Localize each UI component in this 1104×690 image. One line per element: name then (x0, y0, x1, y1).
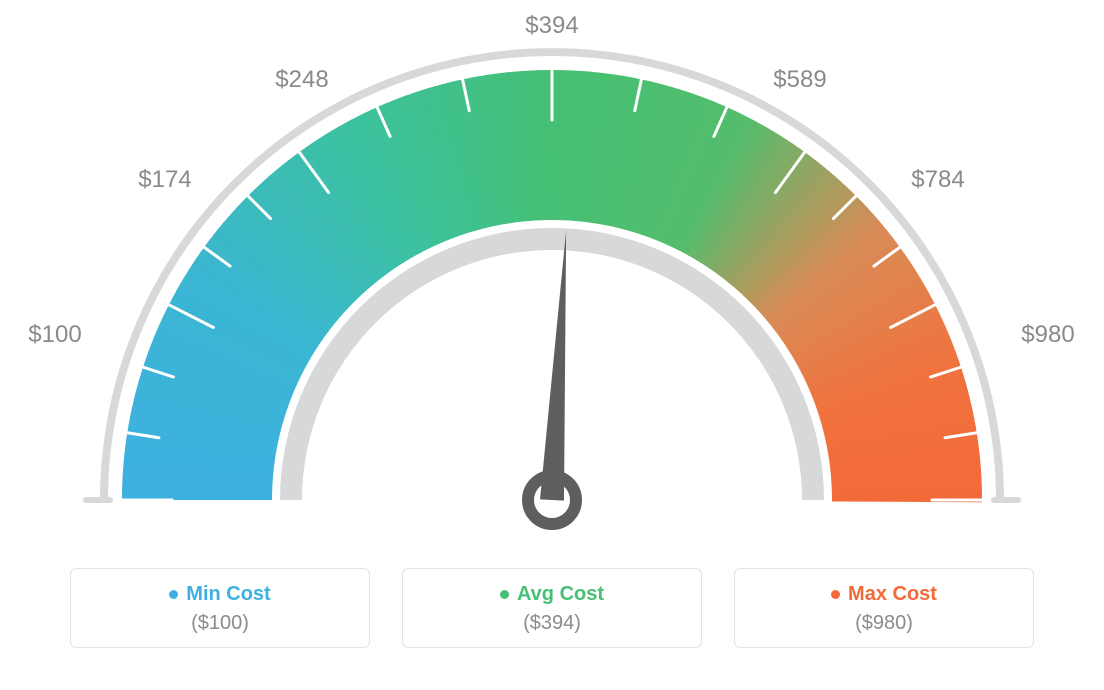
gauge-chart: $100 $174 $248 $394 $589 $784 $980 (0, 0, 1104, 560)
tick-label: $248 (275, 66, 328, 94)
legend-label-avg: Avg Cost (517, 583, 604, 606)
dot-icon (500, 590, 509, 599)
gauge-svg (0, 0, 1104, 560)
legend-value-max: ($980) (745, 612, 1023, 635)
dot-icon (169, 590, 178, 599)
legend-label-min: Min Cost (186, 583, 270, 606)
legend-title-min: Min Cost (169, 583, 270, 606)
dot-icon (831, 590, 840, 599)
tick-label: $980 (1021, 321, 1074, 349)
gauge-needle (540, 230, 566, 500)
legend-label-max: Max Cost (848, 583, 937, 606)
tick-label: $784 (911, 166, 964, 194)
legend-card-avg: Avg Cost ($394) (402, 568, 702, 648)
tick-label: $174 (138, 166, 191, 194)
tick-label: $100 (28, 321, 81, 349)
tick-label: $394 (525, 12, 578, 40)
legend-title-max: Max Cost (831, 583, 937, 606)
tick-label: $589 (773, 66, 826, 94)
legend-value-avg: ($394) (413, 612, 691, 635)
legend-card-max: Max Cost ($980) (734, 568, 1034, 648)
legend-value-min: ($100) (81, 612, 359, 635)
legend-row: Min Cost ($100) Avg Cost ($394) Max Cost… (0, 568, 1104, 664)
legend-title-avg: Avg Cost (500, 583, 604, 606)
legend-card-min: Min Cost ($100) (70, 568, 370, 648)
